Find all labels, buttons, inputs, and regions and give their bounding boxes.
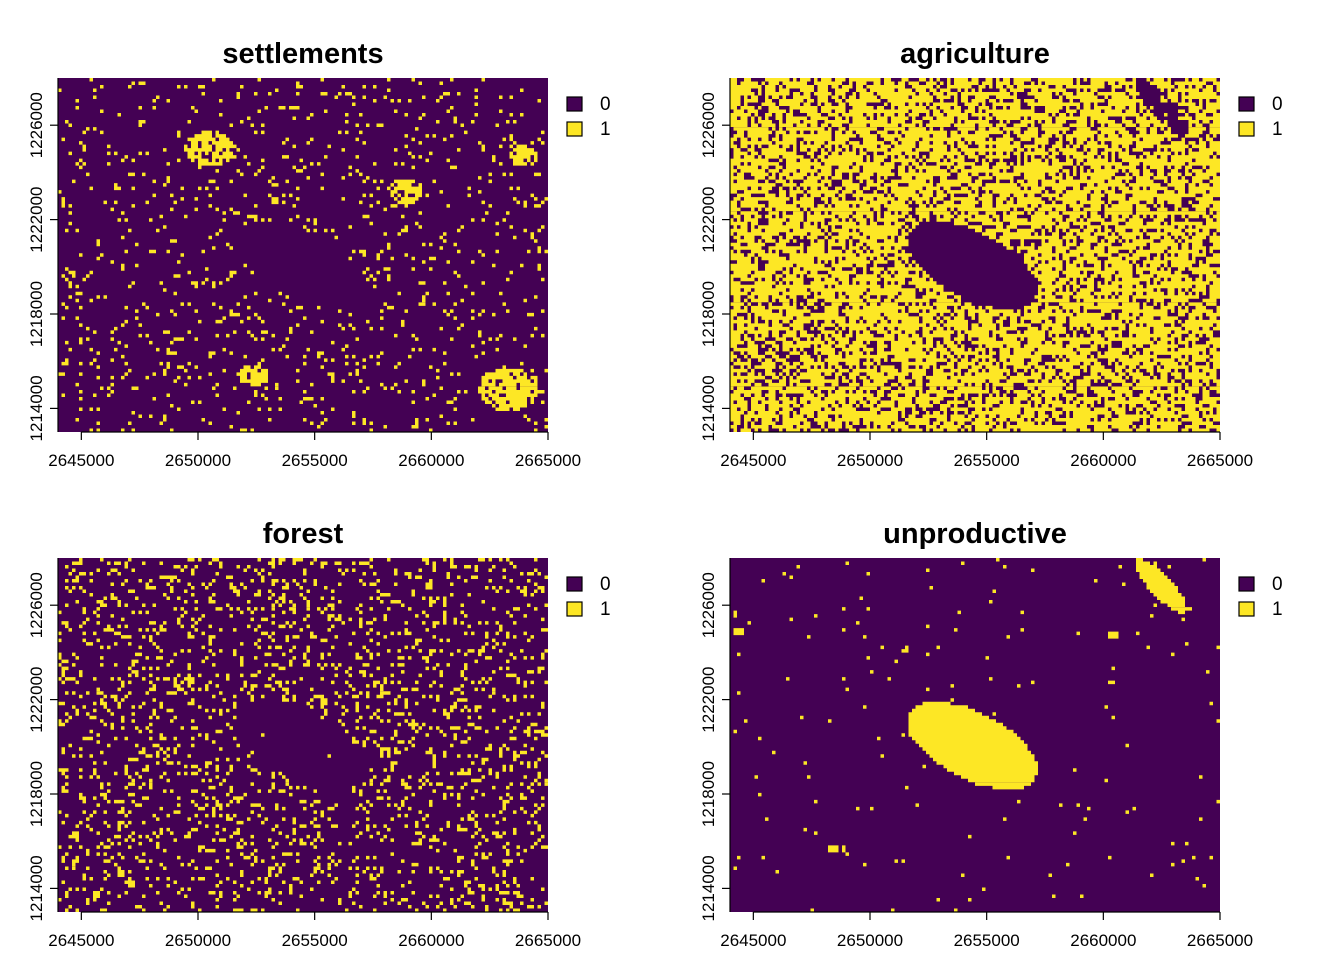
raster-settlements-background bbox=[58, 78, 548, 432]
x-tick-label-forest-0: 2645000 bbox=[48, 931, 114, 950]
x-tick-label-agriculture-2: 2655000 bbox=[954, 451, 1020, 470]
y-tick-label-unproductive-1: 1218000 bbox=[699, 761, 718, 827]
y-tick-label-agriculture-0: 1214000 bbox=[699, 375, 718, 441]
x-tick-label-unproductive-3: 2660000 bbox=[1070, 931, 1136, 950]
x-tick-label-agriculture-0: 2645000 bbox=[720, 451, 786, 470]
raster-agriculture-cells bbox=[730, 78, 1220, 432]
legend-swatch-agriculture-0 bbox=[1238, 96, 1255, 112]
legend-label-forest-0: 0 bbox=[600, 574, 611, 595]
x-tick-label-agriculture-4: 2665000 bbox=[1187, 451, 1253, 470]
panel-title-unproductive: unproductive bbox=[883, 518, 1067, 550]
x-tick-label-forest-2: 2655000 bbox=[282, 931, 348, 950]
y-tick-label-settlements-2: 1222000 bbox=[27, 187, 46, 253]
x-tick-label-unproductive-1: 2650000 bbox=[837, 931, 903, 950]
panel-title-agriculture: agriculture bbox=[900, 38, 1050, 70]
x-tick-label-agriculture-1: 2650000 bbox=[837, 451, 903, 470]
x-tick-label-settlements-1: 2650000 bbox=[165, 451, 231, 470]
y-tick-label-agriculture-3: 1226000 bbox=[699, 92, 718, 158]
y-tick-label-forest-0: 1214000 bbox=[27, 855, 46, 921]
y-tick-label-settlements-1: 1218000 bbox=[27, 281, 46, 347]
x-tick-label-settlements-3: 2660000 bbox=[398, 451, 464, 470]
legend-swatch-agriculture-1 bbox=[1238, 121, 1255, 137]
legend-label-unproductive-1: 1 bbox=[1272, 599, 1283, 620]
x-tick-label-forest-1: 2650000 bbox=[165, 931, 231, 950]
legend-label-forest-1: 1 bbox=[600, 599, 611, 620]
legend-swatch-unproductive-0 bbox=[1238, 576, 1255, 592]
legend-swatch-settlements-0 bbox=[566, 96, 583, 112]
y-tick-label-agriculture-2: 1222000 bbox=[699, 187, 718, 253]
x-tick-label-settlements-2: 2655000 bbox=[282, 451, 348, 470]
y-tick-label-unproductive-2: 1222000 bbox=[699, 667, 718, 733]
x-tick-label-unproductive-4: 2665000 bbox=[1187, 931, 1253, 950]
y-tick-label-forest-3: 1226000 bbox=[27, 572, 46, 638]
x-tick-label-unproductive-2: 2655000 bbox=[954, 931, 1020, 950]
panel-agriculture: agriculture 2645000 2650000 2655000 2660000 2… bbox=[699, 38, 1283, 470]
raster-unproductive-cells bbox=[733, 558, 1220, 912]
x-tick-label-unproductive-0: 2645000 bbox=[720, 931, 786, 950]
legend-label-agriculture-1: 1 bbox=[1272, 119, 1283, 140]
legend-swatch-unproductive-1 bbox=[1238, 601, 1255, 617]
panel-unproductive: unproductive 2645000 2650000 2655000 2660000… bbox=[699, 518, 1283, 950]
legend-swatch-settlements-1 bbox=[566, 121, 583, 137]
legend-swatch-forest-1 bbox=[566, 601, 583, 617]
x-tick-label-forest-4: 2665000 bbox=[515, 931, 581, 950]
x-tick-label-agriculture-3: 2660000 bbox=[1070, 451, 1136, 470]
legend-label-settlements-0: 0 bbox=[600, 94, 611, 115]
y-tick-label-unproductive-0: 1214000 bbox=[699, 855, 718, 921]
legend-label-unproductive-0: 0 bbox=[1272, 574, 1283, 595]
x-tick-label-settlements-0: 2645000 bbox=[48, 451, 114, 470]
raster-forest-cells bbox=[58, 558, 548, 912]
x-tick-label-settlements-4: 2665000 bbox=[515, 451, 581, 470]
panel-title-settlements: settlements bbox=[222, 38, 383, 70]
y-tick-label-forest-1: 1218000 bbox=[27, 761, 46, 827]
legend-swatch-forest-0 bbox=[566, 576, 583, 592]
y-tick-label-unproductive-3: 1226000 bbox=[699, 572, 718, 638]
panel-settlements: settlements 2645000 2650000 2655000 2660000 2… bbox=[27, 38, 611, 470]
panel-forest: forest 2645000 2650000 2655000 2660000 266500… bbox=[27, 518, 611, 950]
x-tick-label-forest-3: 2660000 bbox=[398, 931, 464, 950]
y-tick-label-settlements-0: 1214000 bbox=[27, 375, 46, 441]
raster-settlements-cells bbox=[58, 78, 548, 432]
y-tick-label-forest-2: 1222000 bbox=[27, 667, 46, 733]
y-tick-label-agriculture-1: 1218000 bbox=[699, 281, 718, 347]
legend-label-settlements-1: 1 bbox=[600, 119, 611, 140]
panel-title-forest: forest bbox=[263, 518, 344, 550]
y-tick-label-settlements-3: 1226000 bbox=[27, 92, 46, 158]
legend-label-agriculture-0: 0 bbox=[1272, 94, 1283, 115]
